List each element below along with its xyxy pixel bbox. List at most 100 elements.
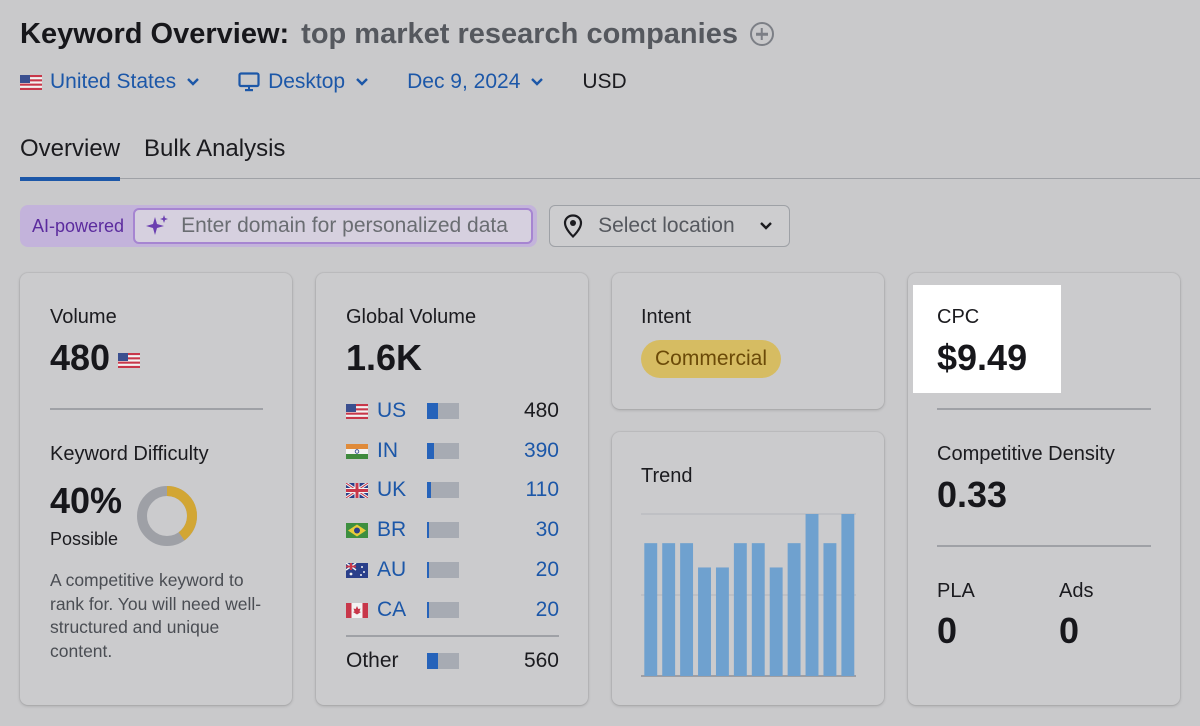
device-filter-label: Desktop <box>268 70 346 93</box>
kd-status: Possible <box>50 529 119 549</box>
date-filter-label: Dec 9, 2024 <box>407 70 521 93</box>
trend-bar[interactable] <box>823 543 837 676</box>
kd-label: Keyword Difficulty <box>50 443 209 465</box>
tab-bar: Overview Bulk Analysis <box>20 130 1200 181</box>
ai-powered-badge: AI-powered <box>32 215 125 236</box>
trend-bar[interactable] <box>680 543 694 676</box>
kd-value: 40% <box>50 480 123 521</box>
keyword-title: top market research companies <box>301 17 738 50</box>
domain-input[interactable] <box>181 214 532 238</box>
volume-value: 480 <box>50 337 111 378</box>
share-bar-fill <box>427 443 435 459</box>
filters-row: United States Desktop Dec 9, 2024 USD <box>20 62 1180 102</box>
trend-bar[interactable] <box>644 543 658 676</box>
header: Keyword Overview: top market research co… <box>20 14 1180 102</box>
country-filter[interactable]: United States <box>20 70 200 94</box>
volume-label: Volume <box>50 306 117 328</box>
global-volume-card: Global Volume 1.6K US 480 IN 390 UK <box>316 273 588 705</box>
trend-bar[interactable] <box>715 567 729 676</box>
domain-input-wrapper[interactable] <box>133 208 534 244</box>
trend-bar[interactable] <box>769 567 783 676</box>
share-bar <box>427 653 459 669</box>
monitor-icon <box>238 72 260 92</box>
share-bar-fill <box>427 522 430 538</box>
share-bar <box>427 482 459 498</box>
trend-bar[interactable] <box>698 567 711 676</box>
share-bar-fill <box>427 482 431 498</box>
country-row-us[interactable]: US 480 <box>346 399 559 423</box>
share-bar-fill <box>427 403 439 419</box>
ai-domain-wrapper: AI-powered <box>20 205 538 247</box>
country-code: UK <box>377 478 407 501</box>
title-row: Keyword Overview: top market research co… <box>20 14 1180 54</box>
country-code: BR <box>377 518 407 541</box>
trend-bar[interactable] <box>733 543 747 676</box>
trend-bar[interactable] <box>841 514 855 676</box>
trend-chart <box>641 513 856 677</box>
search-bar: AI-powered Select location <box>20 205 791 247</box>
country-value[interactable]: 20 <box>535 598 559 621</box>
country-code: AU <box>377 558 407 581</box>
country-value[interactable]: 110 <box>525 478 559 501</box>
location-select[interactable]: Select location <box>549 205 791 247</box>
cpc-highlight <box>913 285 1061 393</box>
trend-bar[interactable] <box>805 514 819 676</box>
sparkle-icon <box>146 215 169 235</box>
country-code: US <box>377 399 407 422</box>
country-row-br[interactable]: BR 30 <box>346 518 559 542</box>
other-value: 560 <box>523 649 559 672</box>
share-bar-fill <box>427 653 439 669</box>
country-value[interactable]: 390 <box>523 439 559 462</box>
country-row-ca[interactable]: CA 20 <box>346 598 559 622</box>
cpc-card: CPC $9.49 Competitive Density 0.33 PLA 0… <box>908 273 1180 705</box>
trend-bars <box>644 514 855 676</box>
intent-label: Intent <box>641 306 692 328</box>
share-bar <box>427 562 459 578</box>
country-row-in[interactable]: IN 390 <box>346 439 559 463</box>
ads-value: 0 <box>1059 610 1080 651</box>
brazil-flag-icon <box>346 522 368 538</box>
global-volume-label: Global Volume <box>346 306 477 328</box>
cd-label: Competitive Density <box>937 443 1115 465</box>
trend-bar[interactable] <box>662 543 676 676</box>
trend-card: Trend <box>612 432 884 705</box>
us-flag-icon <box>346 403 368 419</box>
country-row-other: Other 560 <box>346 649 559 673</box>
chevron-down-icon <box>531 78 544 86</box>
chevron-down-icon <box>187 78 199 86</box>
trend-bar[interactable] <box>787 543 801 676</box>
device-filter[interactable]: Desktop <box>238 70 369 94</box>
location-pin-icon <box>563 214 583 238</box>
trend-bar[interactable] <box>751 543 765 676</box>
share-bar-fill <box>427 602 430 618</box>
share-bar <box>427 522 459 538</box>
intent-badge[interactable]: Commercial <box>641 340 782 378</box>
divider <box>937 545 1151 547</box>
kd-description: A competitive keyword to rank for. You w… <box>50 570 262 661</box>
currency-label: USD <box>582 70 627 93</box>
country-code: CA <box>377 598 407 621</box>
plus-circle-icon[interactable] <box>749 22 774 46</box>
volume-value-row: 480 <box>50 337 141 379</box>
volume-card: Volume 480 Keyword Difficulty 40% Possib… <box>20 273 292 705</box>
share-bar <box>427 602 459 618</box>
country-value[interactable]: 30 <box>535 518 559 541</box>
country-code: IN <box>377 439 398 462</box>
share-bar <box>427 443 459 459</box>
country-row-au[interactable]: AU 20 <box>346 558 559 582</box>
country-row-uk[interactable]: UK 110 <box>346 478 559 502</box>
ads-label: Ads <box>1059 580 1094 602</box>
chevron-down-icon <box>760 222 772 230</box>
page-title: Keyword Overview: <box>20 17 290 50</box>
us-flag-icon <box>118 352 141 368</box>
date-filter[interactable]: Dec 9, 2024 <box>407 70 544 94</box>
tab-bulk-analysis[interactable]: Bulk Analysis <box>144 135 286 162</box>
tab-overview[interactable]: Overview <box>20 130 121 181</box>
kd-donut-chart <box>137 486 197 546</box>
global-volume-value: 1.6K <box>346 337 423 378</box>
pla-value: 0 <box>937 610 958 651</box>
us-flag-icon <box>20 74 42 90</box>
country-value[interactable]: 20 <box>535 558 559 581</box>
trend-gridlines <box>641 513 856 677</box>
cpc-label: CPC <box>937 306 980 328</box>
